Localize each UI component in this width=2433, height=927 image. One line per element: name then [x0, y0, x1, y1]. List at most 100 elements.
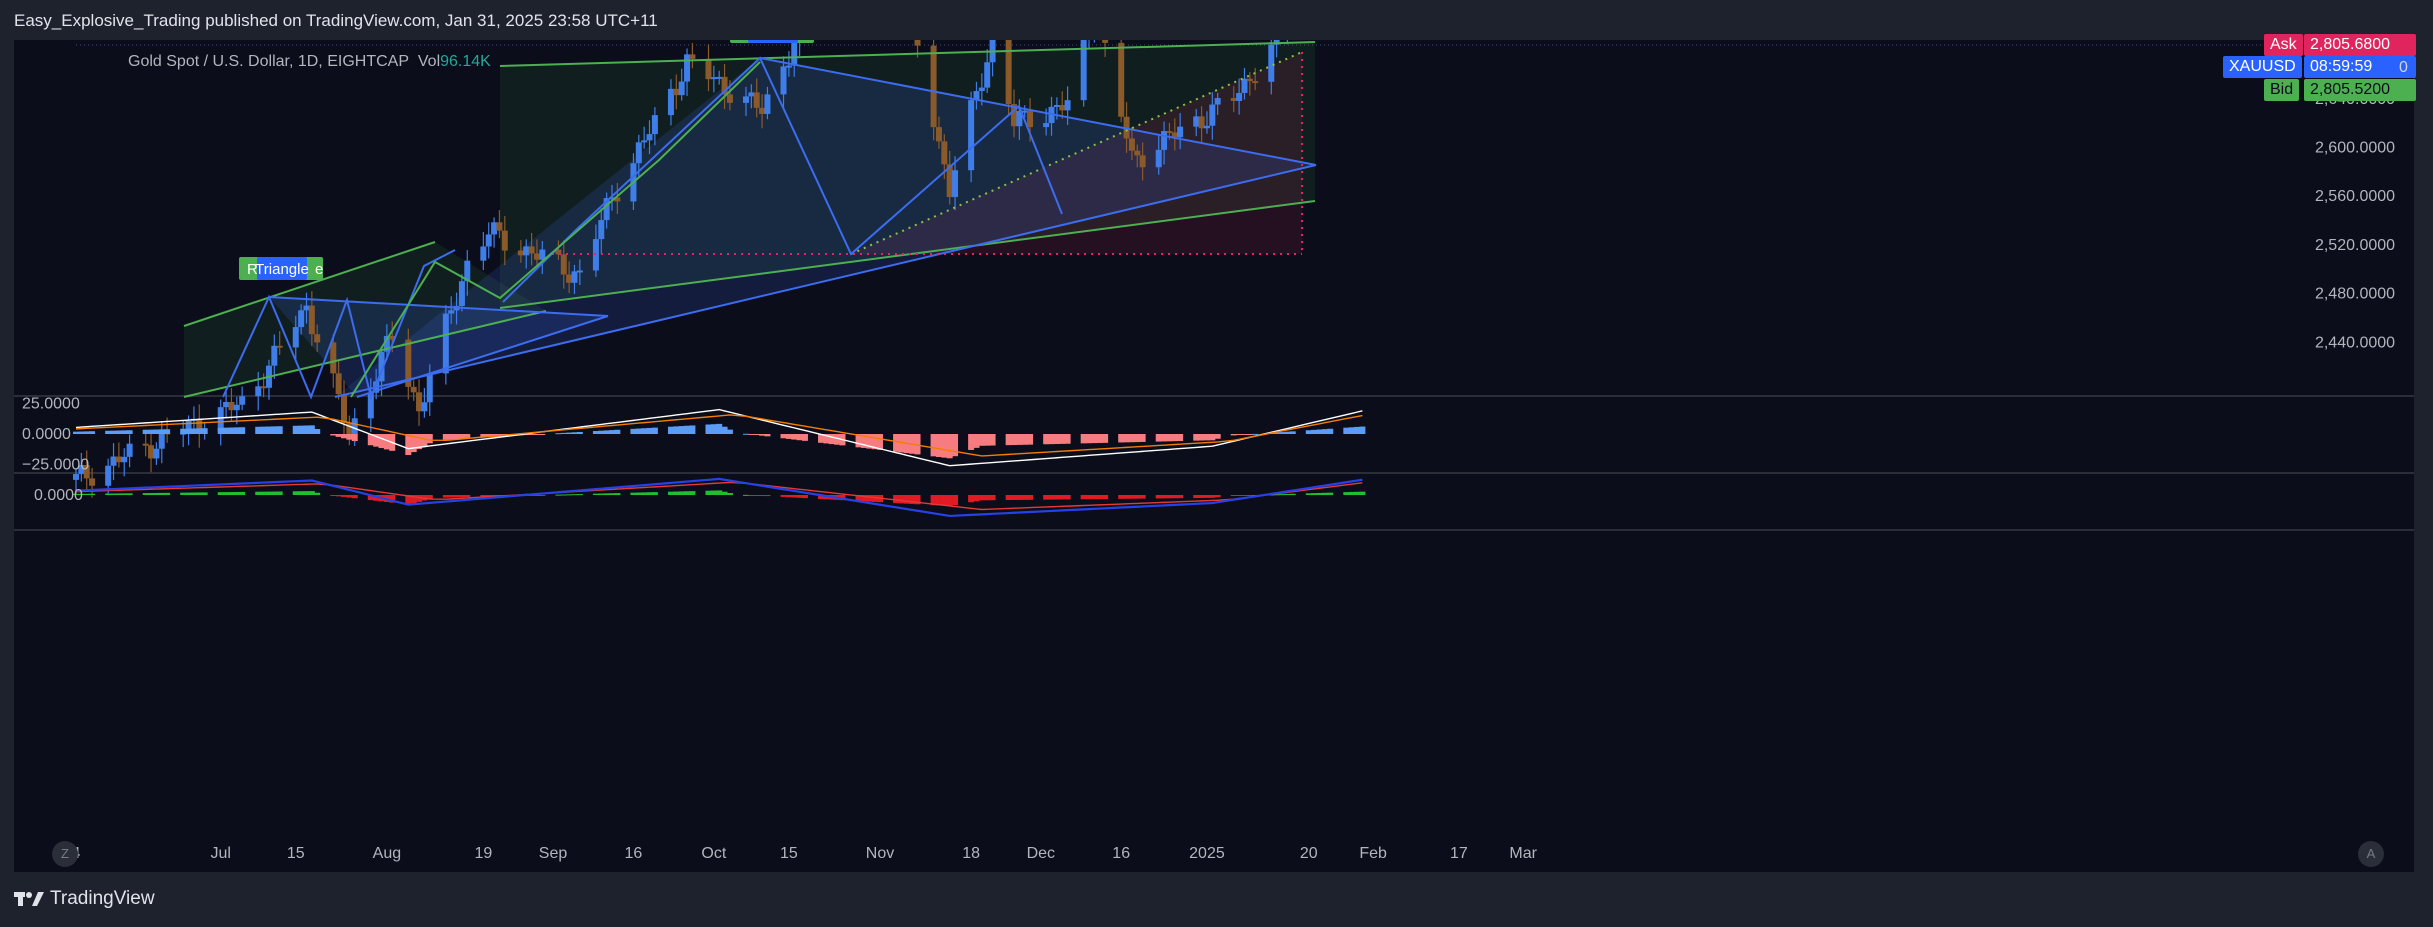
macd-histogram-bar [828, 434, 835, 445]
macd-histogram-bar [1354, 426, 1361, 434]
candle-body [426, 373, 433, 403]
candle-body [673, 88, 680, 96]
macd-histogram-bar [667, 426, 674, 434]
candle-body [533, 253, 540, 260]
macd-histogram-bar [801, 434, 808, 441]
candle-body [335, 373, 342, 395]
macd-histogram-bar [426, 434, 433, 444]
macd-axis-label: −25.0000 [22, 457, 89, 474]
macd-histogram-bar [1016, 434, 1023, 445]
macd-histogram-bar [1279, 432, 1285, 434]
oscillator-histogram-bar [1016, 495, 1023, 500]
macd-histogram-bar [1343, 427, 1350, 434]
oscillator-histogram-bar [909, 495, 916, 504]
candle-body [405, 339, 412, 387]
macd-histogram-bar [223, 427, 230, 434]
macd-histogram-bar [271, 426, 278, 434]
candle-body [480, 246, 487, 261]
macd-histogram-bar [1118, 434, 1125, 443]
macd-histogram-bar [759, 434, 766, 436]
oscillator-histogram-bar [292, 491, 299, 495]
macd-histogram-bar [1171, 434, 1178, 442]
oscillator-histogram-bar [560, 494, 567, 496]
oscillator-histogram-bar [1354, 491, 1361, 495]
macd-histogram-bar [678, 426, 685, 434]
chart-canvas[interactable]: 2,440.0000 2,480.0000 2,520.0000 2,560.0000… [14, 40, 2414, 872]
oscillator-histogram-bar [1064, 495, 1071, 500]
oscillator-histogram-bar [764, 495, 771, 497]
oscillator-histogram-bar [196, 492, 203, 495]
candle-body [239, 396, 246, 405]
oscillator-histogram-bar [630, 492, 637, 495]
oscillator-histogram-bar [298, 491, 305, 495]
oscillator-histogram-bar [453, 495, 460, 498]
candle-body [142, 443, 149, 446]
candle-body [523, 246, 530, 256]
oscillator-histogram-bar [566, 494, 573, 496]
candle-body [678, 81, 685, 96]
candle-body [785, 65, 792, 68]
oscillator-histogram-bar [818, 495, 825, 499]
channel-lower-line-2 [499, 200, 1316, 309]
oscillator-histogram-bar [1305, 493, 1312, 495]
oscillator-main-line [75, 477, 1363, 518]
oscillator-histogram-bar [1193, 495, 1200, 499]
timezone-button[interactable]: Z [52, 841, 78, 867]
oscillator-histogram-bar [968, 495, 975, 503]
oscillator-histogram-bar [346, 495, 353, 498]
macd-histogram-bar [453, 434, 460, 440]
chart-panel[interactable]: 2,440.0000 2,480.0000 2,520.0000 2,560.0000… [14, 34, 2416, 872]
oscillator-histogram-bar [871, 495, 878, 502]
time-axis-label: Mar [1509, 845, 1537, 862]
macd-histogram-bar [952, 434, 959, 457]
oscillator-histogram-bar [1241, 495, 1248, 496]
candle-body [1155, 149, 1162, 168]
macd-histogram-bar [753, 434, 760, 436]
time-axis-label: Dec [1027, 845, 1055, 862]
pattern-label-text: Triangle [255, 261, 309, 278]
macd-histogram-bar [105, 430, 112, 434]
oscillator-histogram-bar [743, 494, 749, 496]
candle-body [314, 334, 321, 343]
candle-body [780, 66, 787, 95]
oscillator-histogram-bar [1123, 495, 1130, 499]
volume-value: 96.14K [440, 53, 491, 70]
candle-body [1011, 104, 1017, 127]
candle-body [73, 474, 79, 480]
oscillator-histogram-bar [1321, 492, 1328, 495]
macd-histogram-bar [823, 434, 830, 444]
candle-body [1214, 98, 1221, 105]
triangle-lower-line-1 [356, 315, 609, 398]
candle-body [716, 76, 723, 79]
auto-scale-button[interactable]: A [2358, 841, 2384, 867]
candle-body [442, 313, 449, 374]
oscillator-histogram-bar [759, 495, 766, 496]
oscillator-histogram-bar [726, 493, 733, 495]
time-axis-label: Feb [1359, 845, 1387, 862]
macd-histogram-bar [818, 434, 825, 443]
candle-body [710, 77, 717, 80]
macd-histogram-bar [126, 430, 133, 434]
oscillator-histogram-bar [973, 495, 980, 502]
price-axis-label: 2,600.0000 [2315, 140, 2395, 157]
candle-body [491, 222, 498, 235]
macd-histogram-bar [255, 426, 262, 434]
macd-histogram-bar [308, 425, 315, 434]
oscillator-histogram-bar [464, 495, 471, 498]
macd-histogram-bar [367, 434, 374, 446]
macd-histogram-bar [1327, 428, 1334, 434]
tradingview-logo[interactable]: TradingView [14, 888, 155, 910]
macd-histogram-bar [1284, 431, 1291, 434]
ask-label: Ask [2264, 34, 2303, 56]
candle-body [351, 418, 358, 435]
publish-info: Easy_Explosive_Trading published on Trad… [14, 11, 658, 30]
macd-histogram-bar [1128, 434, 1135, 443]
candle-body [83, 465, 90, 479]
oscillator-histogram-bar [314, 492, 321, 495]
candle-body [496, 222, 503, 231]
oscillator-histogram-bar [1246, 495, 1253, 496]
macd-histogram-bar [1102, 434, 1109, 443]
time-axis-label: 17 [1450, 845, 1468, 862]
macd-histogram-bar [1048, 434, 1055, 445]
macd-histogram-bar [968, 434, 975, 450]
